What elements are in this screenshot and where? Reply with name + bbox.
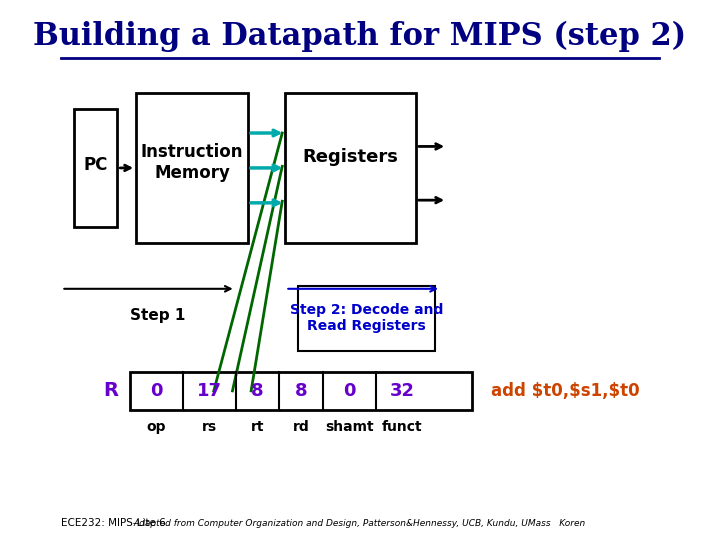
Bar [130, 372, 472, 410]
Text: 8: 8 [294, 382, 307, 400]
Bar [136, 93, 248, 243]
Text: funct: funct [382, 420, 423, 434]
Text: 8: 8 [251, 382, 264, 400]
Text: 0: 0 [150, 382, 163, 400]
Text: PC: PC [84, 156, 108, 174]
Text: 32: 32 [390, 382, 415, 400]
Bar [298, 286, 435, 350]
Text: Step 1: Step 1 [130, 308, 186, 323]
Text: add $t0,$s1,$t0: add $t0,$s1,$t0 [491, 382, 639, 400]
Text: shamt: shamt [325, 420, 374, 434]
Text: Registers: Registers [302, 148, 399, 166]
Text: R: R [104, 381, 119, 400]
Text: Building a Datapath for MIPS (step 2): Building a Datapath for MIPS (step 2) [33, 21, 687, 52]
Text: rt: rt [251, 420, 264, 434]
Bar [285, 93, 416, 243]
Text: Adapted from Computer Organization and Design, Patterson&Hennessy, UCB, Kundu, U: Adapted from Computer Organization and D… [134, 519, 586, 528]
Text: op: op [146, 420, 166, 434]
Bar [74, 109, 117, 227]
Text: 17: 17 [197, 382, 222, 400]
Text: rs: rs [202, 420, 217, 434]
Text: Instruction
Memory: Instruction Memory [141, 143, 243, 182]
Text: rd: rd [292, 420, 310, 434]
Text: Step 2: Decode and
Read Registers: Step 2: Decode and Read Registers [289, 303, 443, 334]
Text: 0: 0 [343, 382, 356, 400]
Text: ECE232: MIPS-Lite 6: ECE232: MIPS-Lite 6 [61, 518, 166, 528]
